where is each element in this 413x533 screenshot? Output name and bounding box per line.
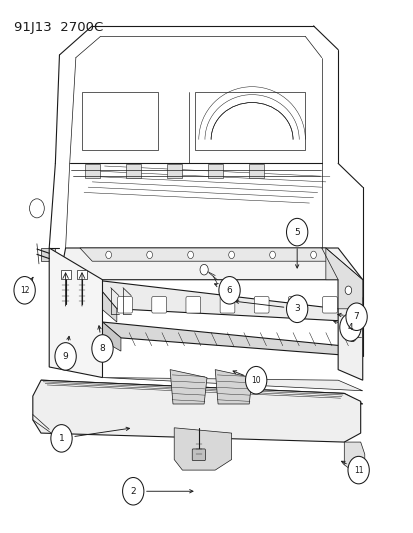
Text: 3: 3 [294,304,299,313]
Polygon shape [207,165,222,178]
FancyBboxPatch shape [152,297,166,313]
Polygon shape [325,248,362,309]
Polygon shape [85,165,100,178]
Circle shape [347,456,368,484]
Polygon shape [126,165,140,178]
Circle shape [146,251,152,259]
Text: 10: 10 [251,376,260,385]
Text: 6: 6 [226,286,232,295]
Polygon shape [344,442,364,475]
Text: 12: 12 [20,286,29,295]
Polygon shape [166,165,181,178]
Text: 4: 4 [347,323,352,332]
Polygon shape [325,248,362,280]
Text: 9: 9 [63,352,68,361]
Circle shape [339,313,360,341]
Circle shape [344,286,351,295]
FancyBboxPatch shape [288,297,302,313]
Polygon shape [337,280,362,380]
Polygon shape [80,248,337,261]
Circle shape [199,264,208,275]
Circle shape [269,251,275,259]
Circle shape [14,277,35,304]
Circle shape [51,425,72,452]
Circle shape [310,251,316,259]
Polygon shape [248,165,263,178]
Polygon shape [41,380,362,404]
Text: 2: 2 [130,487,136,496]
Polygon shape [92,280,362,322]
Polygon shape [215,369,252,404]
Circle shape [228,251,234,259]
Polygon shape [92,280,116,322]
Text: 7: 7 [353,312,358,321]
Text: 5: 5 [294,228,299,237]
Circle shape [92,335,113,362]
Circle shape [55,343,76,370]
Circle shape [245,367,266,394]
Polygon shape [102,322,121,351]
Polygon shape [82,92,157,150]
FancyBboxPatch shape [192,449,205,461]
Circle shape [187,251,193,259]
Polygon shape [170,369,206,404]
Polygon shape [174,428,231,470]
Circle shape [122,478,144,505]
Circle shape [218,277,240,304]
Circle shape [105,251,111,259]
Polygon shape [49,248,102,377]
FancyBboxPatch shape [254,297,268,313]
Polygon shape [102,322,360,357]
FancyBboxPatch shape [185,297,200,313]
Polygon shape [59,248,362,280]
Polygon shape [102,377,362,391]
Circle shape [286,219,307,246]
Polygon shape [61,270,70,279]
Text: 91J13  2700C: 91J13 2700C [14,21,103,34]
Text: 1: 1 [59,434,64,443]
Text: 11: 11 [353,466,363,474]
FancyBboxPatch shape [220,297,234,313]
Polygon shape [33,380,360,442]
FancyBboxPatch shape [117,297,132,313]
Circle shape [348,332,355,342]
Circle shape [286,295,307,322]
Circle shape [345,303,366,330]
Polygon shape [194,92,305,150]
FancyBboxPatch shape [322,297,337,313]
Polygon shape [41,248,55,261]
Polygon shape [77,270,87,279]
Text: 8: 8 [100,344,105,353]
